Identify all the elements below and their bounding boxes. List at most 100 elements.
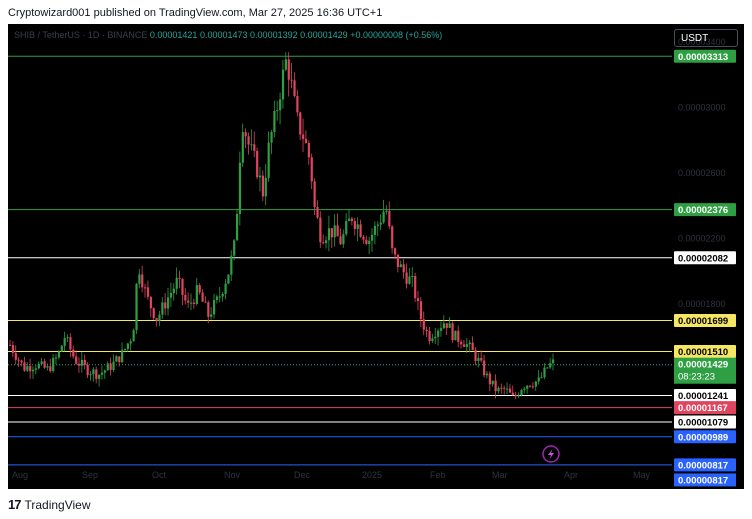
candle-body <box>488 373 491 385</box>
x-tick-label: May <box>633 470 651 480</box>
candle-body <box>454 330 457 341</box>
candle-body <box>20 360 23 363</box>
candle-body <box>129 341 132 344</box>
candle-body <box>316 206 319 218</box>
candle-body <box>477 357 480 362</box>
candle-body <box>348 218 351 221</box>
candle-body <box>233 240 236 256</box>
candle-body <box>494 380 497 392</box>
candle-body <box>330 228 333 238</box>
candle-body <box>201 292 204 302</box>
candle-body <box>428 331 431 342</box>
candle-body <box>485 373 489 376</box>
candle-body <box>98 374 101 379</box>
candle-body <box>371 234 374 241</box>
candle-body <box>342 234 345 245</box>
candle-body <box>187 300 190 303</box>
candle-body <box>376 224 379 226</box>
candle-body <box>86 364 89 376</box>
candle-body <box>109 363 112 370</box>
candle-body <box>9 344 12 346</box>
candle-body <box>57 351 61 358</box>
ohlc-high: 0.00001473 <box>199 30 248 40</box>
candle-body <box>408 276 411 284</box>
candle-body <box>517 395 520 397</box>
candle-body <box>52 357 55 371</box>
candle-body <box>92 369 95 375</box>
candle-body <box>531 386 535 388</box>
ohlc-close: 0.00001429 <box>300 30 348 40</box>
level-price-label: 0.00000989 <box>678 432 728 443</box>
candle-body <box>126 343 129 349</box>
candle-body <box>457 330 460 342</box>
candle-body <box>549 363 552 368</box>
candle-body <box>167 297 170 309</box>
candle-body <box>195 285 198 304</box>
candle-body <box>49 366 52 371</box>
candle-body <box>304 138 308 143</box>
level-price-label: 0.00000817 <box>678 460 728 471</box>
candle-body <box>359 224 362 237</box>
current-price-label: 0.00001429 <box>678 360 728 371</box>
candle-body <box>391 226 394 249</box>
candle-body <box>520 389 523 396</box>
y-tick-label: 0.00003400 <box>678 37 726 47</box>
candle-body <box>325 240 328 244</box>
level-price-label: 0.00001699 <box>678 316 728 327</box>
candle-body <box>37 363 40 369</box>
candle-body <box>121 349 124 363</box>
candle-body <box>144 287 147 289</box>
candle-body <box>164 302 167 309</box>
candle-body <box>23 362 26 371</box>
candle-body <box>307 142 310 158</box>
candle-body <box>302 134 305 139</box>
x-tick-label: Nov <box>224 470 241 480</box>
currency-button[interactable]: USDT <box>674 29 738 47</box>
price-chart[interactable]: Aug Sep Oct Nov Dec 2025 Feb Mar Apr May 0.0000340… <box>8 24 744 489</box>
candle-body <box>353 221 356 229</box>
candle-body <box>508 388 512 393</box>
candle-body <box>250 144 253 146</box>
candle-body <box>411 276 414 278</box>
candle-body <box>419 301 423 320</box>
candle-body <box>529 385 532 387</box>
candle-body <box>135 283 138 331</box>
symbol-info-bar: SHIB / TetherUS · 1D · BINANCE 0.0000142… <box>14 30 442 40</box>
y-tick-label: 0.00002200 <box>678 233 726 243</box>
chart-panel[interactable]: Aug Sep Oct Nov Dec 2025 Feb Mar Apr May 0.0000340… <box>8 24 744 489</box>
candle-body <box>543 367 546 378</box>
y-tick-label: 0.00002600 <box>678 168 726 178</box>
extra-price-label: 0.00000817 <box>678 475 728 486</box>
candle-body <box>247 136 250 145</box>
candle-body <box>103 370 107 373</box>
candle-body <box>169 293 173 298</box>
candle-body <box>552 359 555 364</box>
candle-body <box>115 356 118 362</box>
candle-body <box>322 242 325 244</box>
candle-body <box>181 278 184 295</box>
level-price-label-bg <box>674 389 736 403</box>
x-tick-label: Mar <box>492 470 508 480</box>
candle-body <box>310 157 313 182</box>
candle-body <box>442 323 446 329</box>
candle-body <box>399 264 402 268</box>
candle-body <box>437 330 440 337</box>
price-change: +0.00000008 (+0.56%) <box>350 30 443 40</box>
candle-body <box>414 276 417 299</box>
candle-body <box>534 381 537 387</box>
candle-body <box>175 277 178 289</box>
candle-body <box>373 225 377 235</box>
level-price-label: 0.00002082 <box>678 253 728 264</box>
candle-body <box>491 380 494 385</box>
candle-body <box>43 361 46 368</box>
candle-body <box>279 99 282 111</box>
lightning-icon[interactable] <box>542 445 560 463</box>
candle-body <box>281 69 285 100</box>
candle-body <box>158 314 161 321</box>
symbol-name[interactable]: SHIB / TetherUS · 1D · BINANCE <box>14 30 148 40</box>
candle-body <box>448 323 451 328</box>
candle-body <box>77 363 81 366</box>
candle-body <box>95 369 98 379</box>
candle-body <box>503 387 506 389</box>
candle-body <box>256 150 259 178</box>
